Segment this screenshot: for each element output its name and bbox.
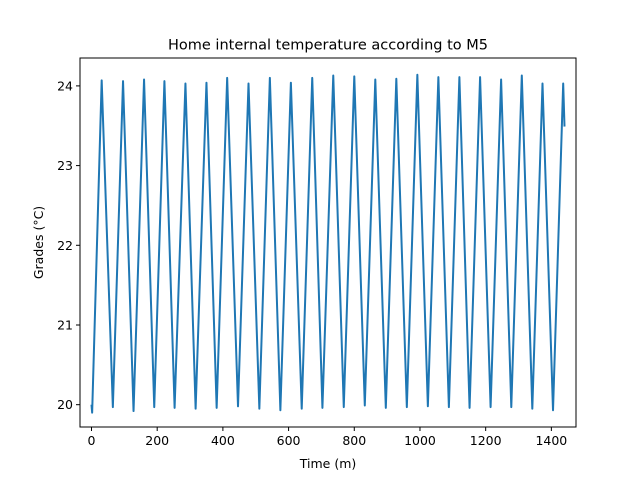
x-tick-label: 1200 — [470, 433, 502, 448]
y-tick-label: 23 — [57, 158, 73, 173]
y-axis-ticks: 20 21 22 23 24 — [57, 78, 80, 412]
axes-frame — [79, 57, 577, 428]
x-tick-label: 800 — [342, 433, 366, 448]
x-tick-label: 200 — [145, 433, 169, 448]
chart-title: Home internal temperature according to M… — [168, 38, 488, 54]
y-tick-label: 20 — [57, 397, 73, 412]
x-axis-label: Time (m) — [299, 456, 357, 471]
x-tick-label: 1000 — [404, 433, 436, 448]
x-tick-label: 1400 — [535, 433, 567, 448]
y-tick-label: 24 — [57, 78, 73, 93]
y-tick-label: 22 — [57, 238, 73, 253]
x-tick-label: 400 — [211, 433, 235, 448]
x-tick-label: 0 — [88, 433, 96, 448]
x-tick-label: 600 — [277, 433, 301, 448]
plot-area — [90, 73, 566, 414]
y-axis-label: Grades (°C) — [31, 206, 46, 279]
y-tick-label: 21 — [57, 317, 73, 332]
x-axis-ticks: 0 200 400 600 800 1000 1200 1400 — [88, 427, 567, 448]
series-line-0 — [90, 73, 566, 414]
